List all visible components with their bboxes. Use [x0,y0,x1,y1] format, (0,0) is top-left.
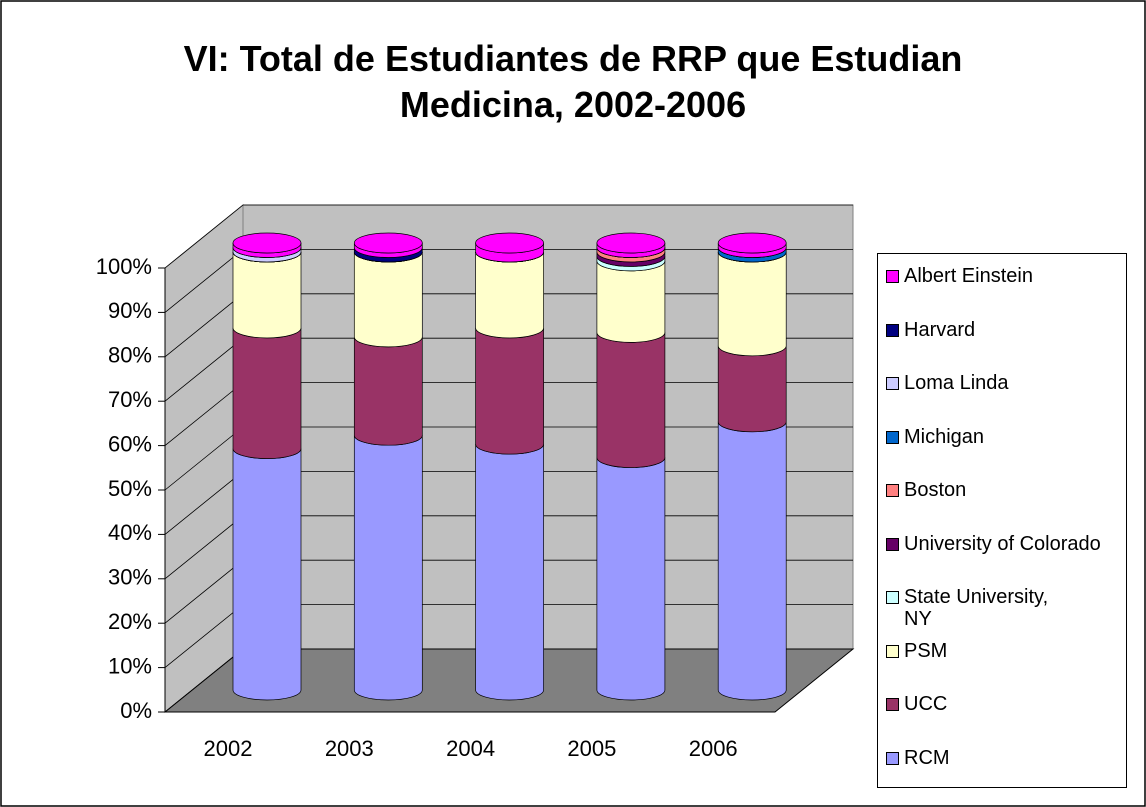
bar-segment [232,327,302,459]
y-tick-label: 50% [108,476,152,501]
bar-segment [717,421,787,701]
y-tick-label: 60% [108,431,152,456]
legend-label: Loma Linda [904,372,1009,394]
cylinder-cap [475,232,544,254]
legend-label: State University, NY [904,586,1049,630]
legend-swatch [886,323,899,337]
legend-swatch [886,430,899,444]
bar-segment [717,345,787,433]
bar-segment [475,327,544,455]
bar-segment [596,457,666,701]
legend-label: Albert Einstein [904,265,1033,287]
y-tick-label: 10% [108,653,152,678]
y-tick-label: 30% [108,565,152,590]
legend-swatch [886,377,899,390]
legend-swatch [886,644,899,658]
legend-swatch [886,591,899,604]
y-tick-label: 0% [120,698,152,723]
bar-segment [232,251,302,339]
legend: Albert Einstein Harvard Loma Linda Michigan… [877,253,1127,788]
cylinder-cap [232,232,302,254]
y-tick-label: 80% [108,343,152,368]
bar-segment [596,332,666,468]
bar-segment [353,435,423,701]
legend-label: University of Colorado [904,532,1101,555]
y-tick-label: 20% [108,609,152,634]
bar-segment [596,260,666,343]
bars [232,232,787,701]
legend-swatch [886,537,899,551]
legend-label: Michigan [904,425,985,448]
y-tick-label: 90% [108,298,152,323]
x-tick-label: 2003 [325,736,374,761]
x-tick-label: 2005 [567,736,616,761]
legend-label: RCM [904,746,950,769]
legend-swatch [886,270,899,283]
y-tick-label: 40% [108,520,152,545]
legend-label: Harvard [904,318,976,341]
legend-label: UCC [904,693,948,715]
legend-swatch [886,751,899,765]
legend-swatch [886,698,899,711]
cylinder-cap [717,232,787,254]
legend-swatch [886,484,899,497]
grid-line [164,204,853,269]
x-tick-label: 2002 [204,736,253,761]
cylinder-cap [353,232,423,254]
x-tick-label: 2006 [689,736,738,761]
bar-segment [717,251,787,357]
legend-label: PSM [904,639,948,662]
chart-title: VI: Total de Estudiantes de RRP que Estu… [183,38,963,125]
y-tick-label: 100% [96,254,152,279]
legend-label: Boston [904,479,967,501]
x-tick-label: 2004 [446,736,495,761]
bar-segment [353,336,423,446]
cylinder-cap [596,232,666,254]
bar-segment [232,448,302,701]
bar-segment [353,251,423,348]
bar-segment [475,444,544,701]
y-tick-label: 70% [108,387,152,412]
bar-segment [475,251,544,339]
